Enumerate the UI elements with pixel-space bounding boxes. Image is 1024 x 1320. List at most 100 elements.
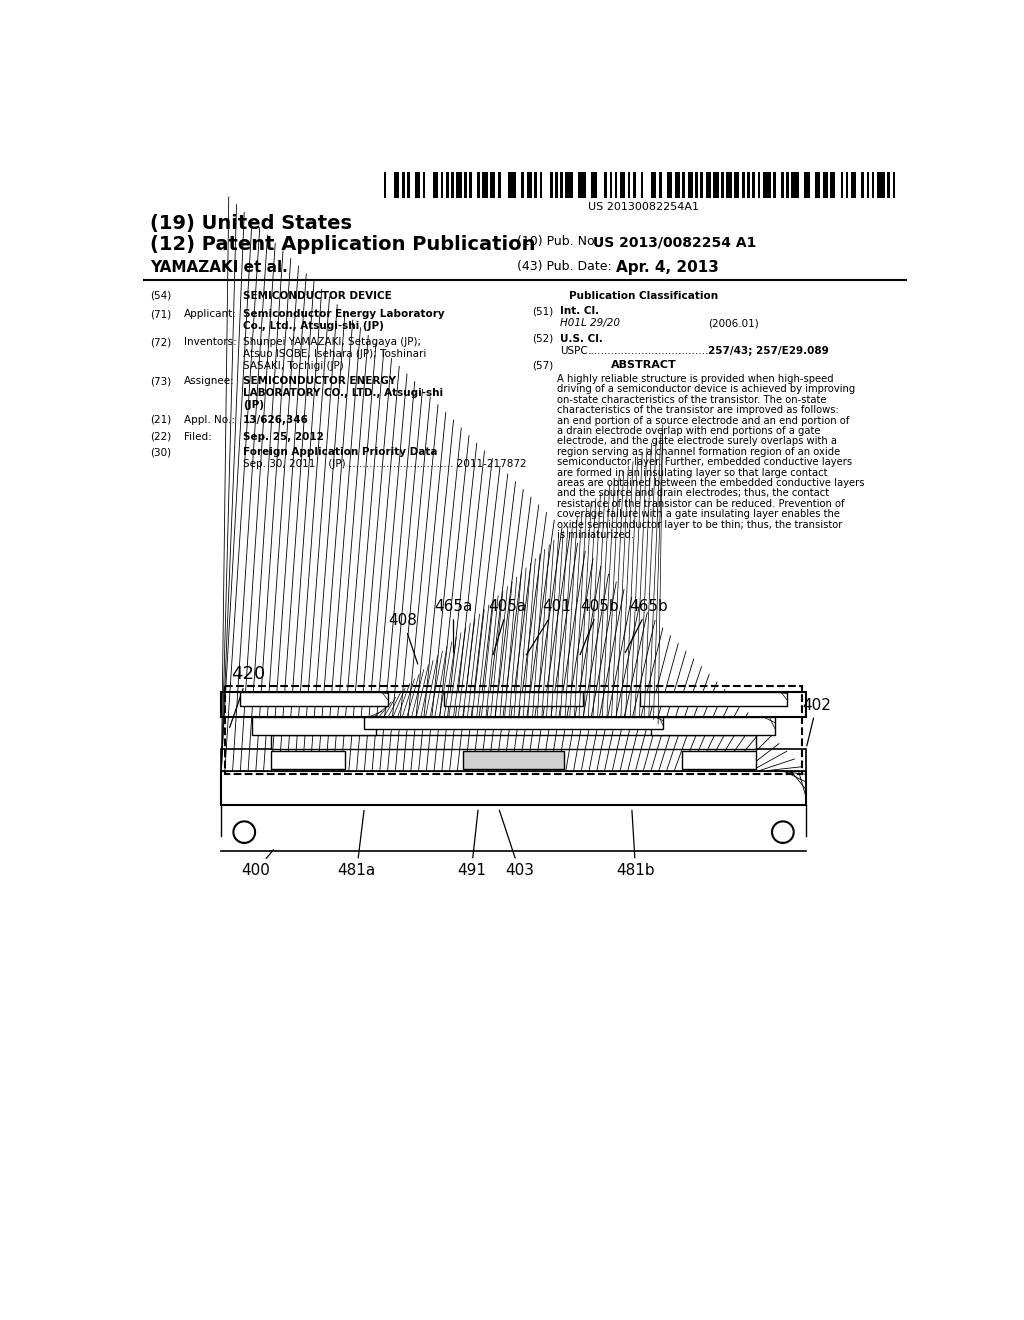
Bar	[866, 172, 869, 198]
Bar	[714, 172, 719, 198]
Text: 405b: 405b	[580, 599, 618, 655]
Bar	[633, 172, 636, 198]
Bar	[682, 172, 685, 198]
Bar	[687, 172, 692, 198]
Bar	[423, 172, 425, 198]
Text: Int. Cl.: Int. Cl.	[560, 306, 600, 317]
Text: US 20130082254A1: US 20130082254A1	[588, 202, 698, 211]
Text: an end portion of a source electrode and an end portion of: an end portion of a source electrode and…	[557, 416, 849, 425]
Bar	[225, 686, 802, 775]
Bar	[560, 172, 563, 198]
Text: Foreign Application Priority Data: Foreign Application Priority Data	[243, 447, 437, 457]
Text: Atsuo ISOBE, Isehara (JP); Toshinari: Atsuo ISOBE, Isehara (JP); Toshinari	[243, 348, 426, 359]
Bar	[241, 692, 388, 706]
Text: Sep. 25, 2012: Sep. 25, 2012	[243, 432, 324, 442]
Text: is miniaturized.: is miniaturized.	[557, 529, 634, 540]
Bar	[271, 751, 345, 768]
Bar	[614, 172, 617, 198]
Text: Sep. 30, 2011    (JP) ............................... 2011-217872: Sep. 30, 2011 (JP) .....................…	[243, 459, 526, 469]
Bar	[415, 172, 420, 198]
Bar	[758, 172, 760, 198]
Bar	[402, 172, 404, 198]
Text: (21): (21)	[150, 414, 171, 425]
Bar	[394, 172, 399, 198]
Bar	[763, 172, 771, 198]
Bar	[469, 172, 472, 198]
Bar	[408, 172, 410, 198]
Bar	[482, 172, 487, 198]
Bar	[651, 172, 656, 198]
Bar	[700, 172, 703, 198]
Text: and the source and drain electrodes; thus, the contact: and the source and drain electrodes; thu…	[557, 488, 828, 499]
Text: (19) United States: (19) United States	[150, 214, 351, 232]
Text: Inventors:: Inventors:	[183, 337, 237, 347]
Text: region serving as a channel formation region of an oxide: region serving as a channel formation re…	[557, 446, 840, 457]
Bar	[526, 172, 531, 198]
Text: 401: 401	[526, 599, 571, 655]
Text: (22): (22)	[150, 432, 171, 442]
Text: Co., Ltd., Atsugi-shi (JP): Co., Ltd., Atsugi-shi (JP)	[243, 321, 384, 331]
Bar	[667, 172, 672, 198]
Bar	[786, 172, 788, 198]
Bar	[871, 172, 874, 198]
Bar	[579, 172, 587, 198]
Text: SEMICONDUCTOR DEVICE: SEMICONDUCTOR DEVICE	[243, 290, 391, 301]
Bar	[550, 172, 553, 198]
Text: on-state characteristics of the transistor. The on-state: on-state characteristics of the transist…	[557, 395, 826, 405]
Text: (73): (73)	[150, 376, 171, 387]
Bar	[221, 748, 806, 771]
Text: oxide semiconductor layer to be thin; thus, the transistor: oxide semiconductor layer to be thin; th…	[557, 520, 842, 529]
Text: 420: 420	[229, 665, 265, 727]
Text: areas are obtained between the embedded conductive layers: areas are obtained between the embedded …	[557, 478, 864, 488]
Bar	[521, 172, 524, 198]
Bar	[463, 751, 564, 768]
Text: driving of a semiconductor device is achieved by improving: driving of a semiconductor device is ach…	[557, 384, 855, 395]
Text: H01L 29/20: H01L 29/20	[560, 318, 621, 329]
Bar	[609, 172, 612, 198]
Text: (30): (30)	[150, 447, 171, 457]
Bar	[726, 172, 731, 198]
Text: ABSTRACT: ABSTRACT	[610, 360, 676, 370]
Text: US 2013/0082254 A1: US 2013/0082254 A1	[593, 235, 757, 249]
Text: (10) Pub. No.:: (10) Pub. No.:	[517, 235, 603, 248]
Bar	[659, 172, 662, 198]
Text: electrode, and the gate electrode surely overlaps with a: electrode, and the gate electrode surely…	[557, 437, 837, 446]
Text: 402: 402	[802, 697, 831, 746]
Bar	[641, 172, 643, 198]
Bar	[620, 172, 626, 198]
Text: characteristics of the transistor are improved as follows:: characteristics of the transistor are im…	[557, 405, 839, 416]
Bar	[498, 172, 501, 198]
Text: 257/43; 257/E29.089: 257/43; 257/E29.089	[708, 346, 828, 356]
Bar	[384, 172, 386, 198]
Bar	[651, 717, 775, 735]
Text: Appl. No.:: Appl. No.:	[183, 414, 234, 425]
Bar	[753, 172, 755, 198]
Bar	[464, 172, 467, 198]
Bar	[846, 172, 849, 198]
Bar	[365, 717, 663, 729]
Bar	[457, 172, 462, 198]
Text: (54): (54)	[150, 290, 171, 301]
Bar	[734, 172, 739, 198]
Bar	[773, 172, 776, 198]
Text: semiconductor layer. Further, embedded conductive layers: semiconductor layer. Further, embedded c…	[557, 457, 852, 467]
Text: 481a: 481a	[338, 810, 376, 878]
Text: (57): (57)	[532, 360, 554, 370]
Bar	[748, 172, 750, 198]
Text: a drain electrode overlap with end portions of a gate: a drain electrode overlap with end porti…	[557, 426, 820, 436]
Bar	[792, 172, 799, 198]
Bar	[721, 172, 724, 198]
Bar	[535, 172, 537, 198]
Text: 481b: 481b	[616, 810, 655, 878]
Bar	[675, 172, 680, 198]
Text: resistance of the transistor can be reduced. Prevention of: resistance of the transistor can be redu…	[557, 499, 844, 508]
Text: 465b: 465b	[626, 599, 669, 652]
Text: .....................................: .....................................	[588, 346, 713, 356]
Bar	[443, 692, 584, 706]
Bar	[804, 172, 810, 198]
Text: (43) Pub. Date:: (43) Pub. Date:	[517, 260, 611, 273]
Bar	[640, 692, 786, 706]
Bar	[830, 172, 836, 198]
Text: A highly reliable structure is provided when high-speed: A highly reliable structure is provided …	[557, 374, 834, 384]
Text: USPC: USPC	[560, 346, 588, 356]
